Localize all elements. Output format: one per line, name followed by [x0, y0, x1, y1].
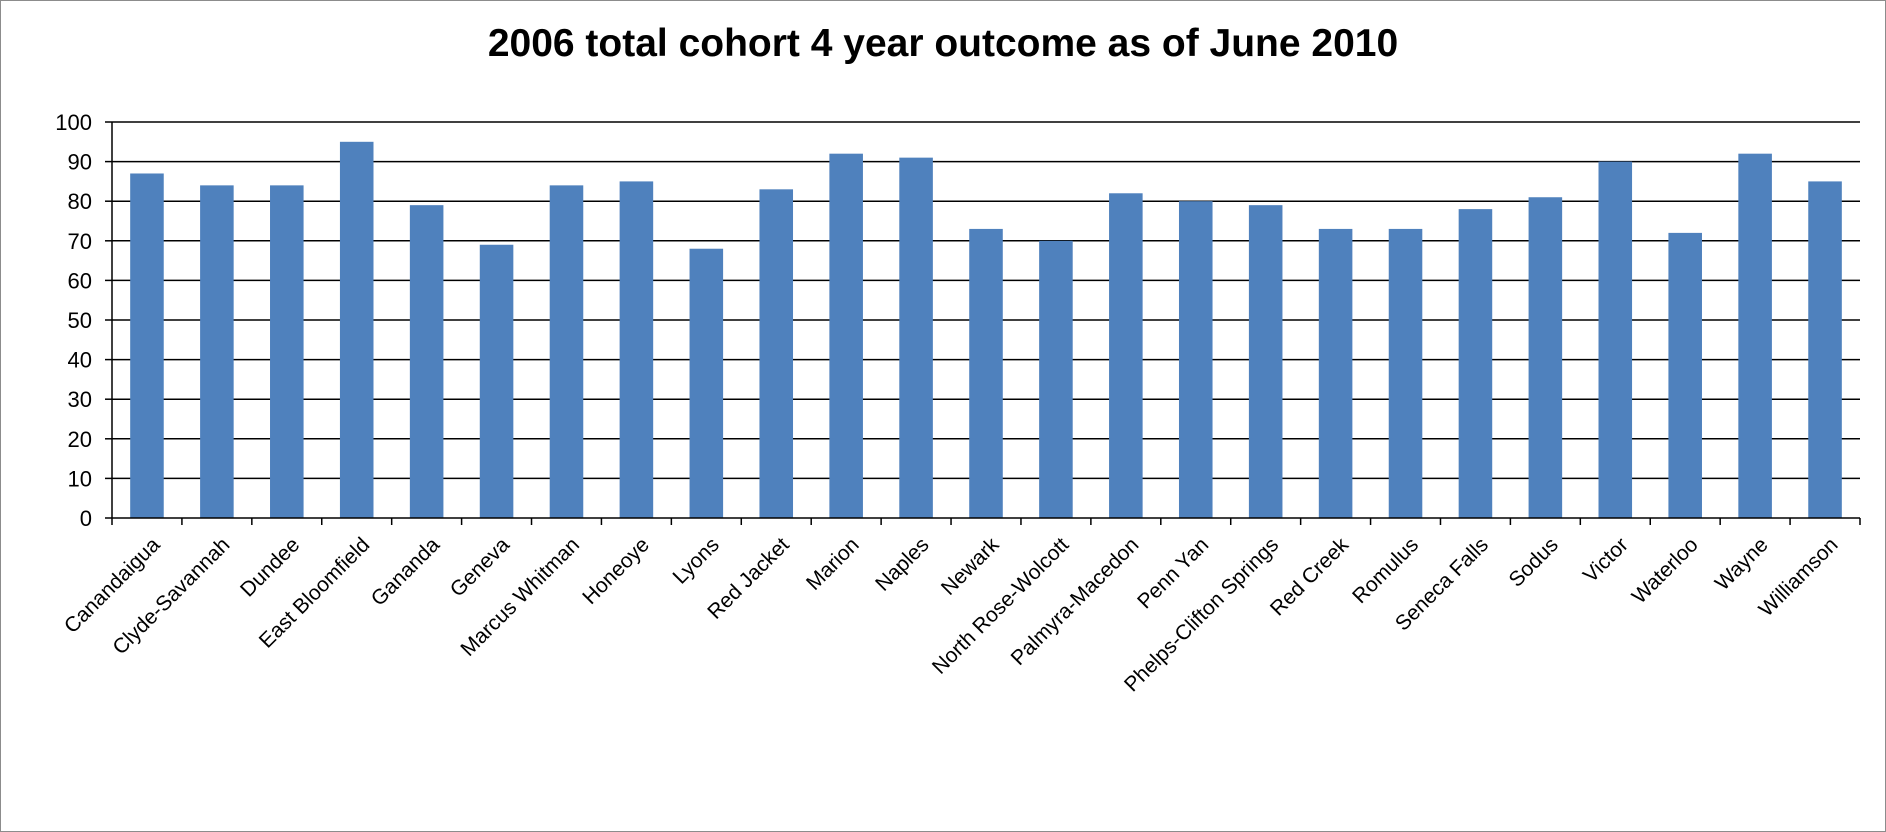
bar: [200, 185, 234, 519]
x-category-label: Sodus: [1505, 533, 1563, 591]
bar: [759, 189, 794, 518]
x-category-label: Lyons: [669, 533, 724, 588]
bar: [1668, 232, 1702, 518]
bar: [130, 173, 164, 519]
y-tick-label: 10: [68, 466, 92, 491]
bar: [409, 205, 444, 518]
axes: [105, 121, 1861, 525]
y-tick-label: 80: [68, 189, 92, 214]
bar: [1808, 181, 1842, 518]
y-tick-label: 0: [80, 506, 92, 531]
bar: [899, 157, 933, 518]
bar: [549, 185, 584, 519]
x-category-label: Clyde-Savannah: [108, 533, 234, 659]
y-tick-label: 70: [68, 229, 92, 254]
x-category-label: Victor: [1579, 533, 1633, 587]
bar: [479, 244, 514, 518]
y-tick-label: 40: [68, 348, 92, 373]
bar: [1248, 205, 1283, 518]
x-category-label: Newark: [937, 533, 1004, 600]
x-category-label: North Rose-Wolcott: [928, 533, 1074, 679]
x-category-label: Wayne: [1711, 533, 1773, 595]
bar: [619, 181, 654, 518]
x-category-label: Palmyra-Macedon: [1007, 533, 1144, 670]
bar: [829, 153, 863, 518]
bars: [130, 141, 1842, 519]
y-tick-label: 30: [68, 387, 92, 412]
bar: [270, 185, 304, 519]
x-category-label: Honeoye: [578, 533, 654, 609]
bar: [689, 248, 724, 518]
bar: [1178, 201, 1213, 518]
x-category-label: Gananda: [367, 533, 445, 611]
bar: [1598, 161, 1633, 518]
y-tick-label: 20: [68, 427, 92, 452]
x-category-label: Marcus Whitman: [456, 533, 584, 661]
x-category-label: Waterloo: [1628, 533, 1703, 608]
bar: [1458, 209, 1493, 518]
bar: [1738, 153, 1772, 518]
bar: [1039, 240, 1073, 519]
bar: [1109, 193, 1143, 518]
bar: [969, 228, 1003, 519]
bar: [339, 141, 374, 519]
x-category-label: Naples: [871, 533, 933, 595]
bar: [1388, 228, 1423, 519]
y-tick-label: 60: [68, 268, 92, 293]
y-tick-label: 100: [55, 110, 92, 135]
chart-title: 2006 total cohort 4 year outcome as of J…: [487, 22, 1399, 65]
x-category-label: Geneva: [446, 533, 514, 601]
y-tick-label: 90: [68, 150, 92, 175]
labels: 0102030405060708090100CanandaiguaClyde-S…: [55, 110, 1842, 696]
bar: [1318, 228, 1353, 519]
x-category-label: Marion: [802, 533, 864, 595]
y-tick-label: 50: [68, 308, 92, 333]
bar: [1528, 197, 1563, 519]
x-category-label: Dundee: [236, 533, 304, 601]
